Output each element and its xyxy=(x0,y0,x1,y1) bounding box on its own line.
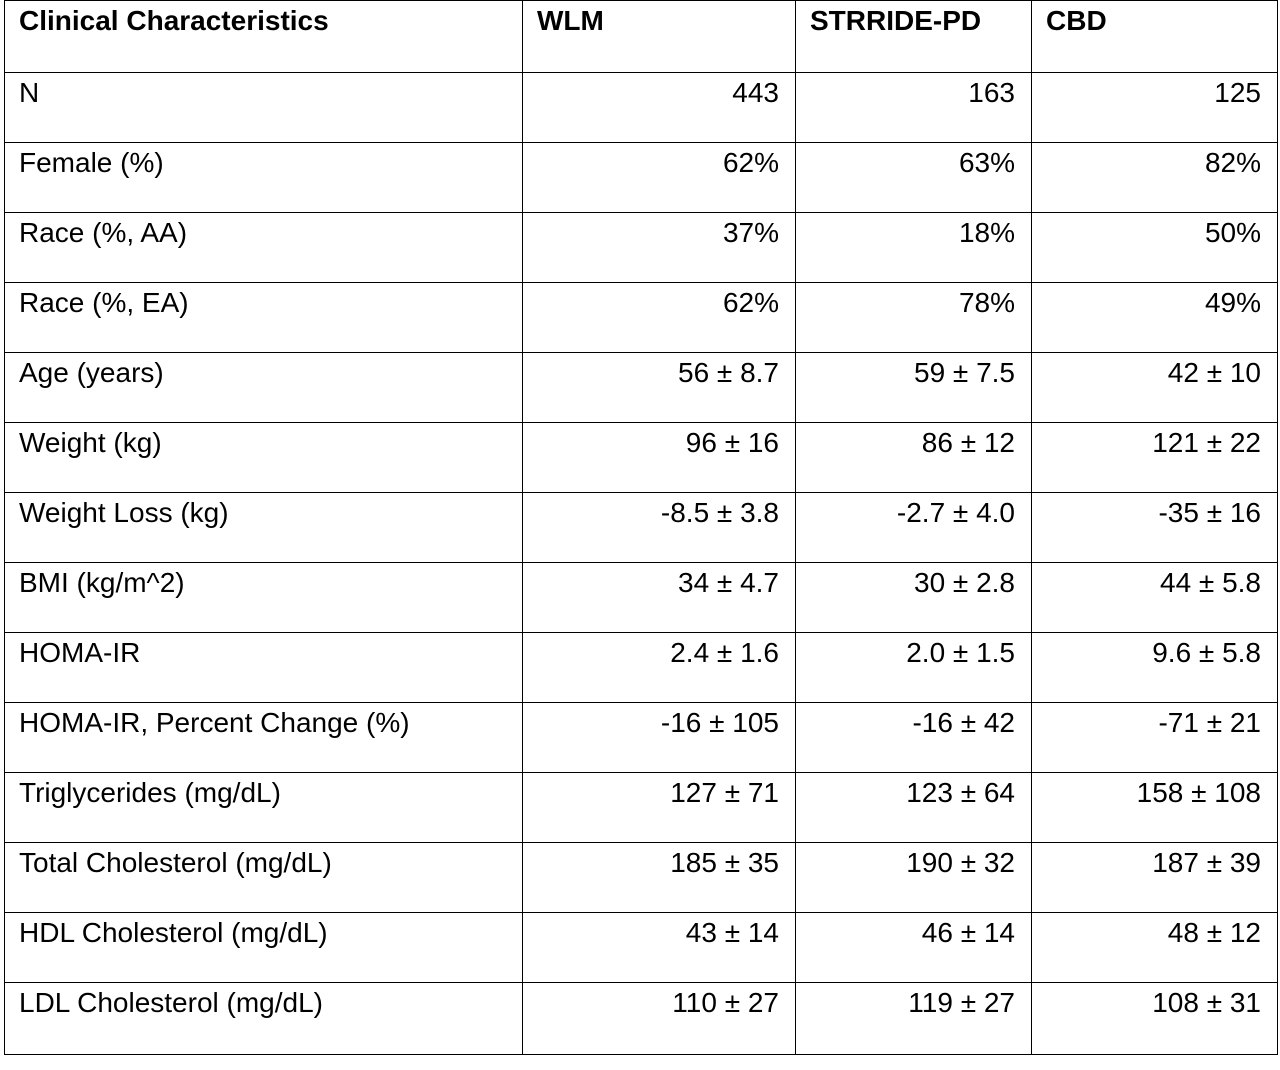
cell-cbd: 158 ± 108 xyxy=(1031,772,1278,843)
row-label: BMI (kg/m^2) xyxy=(4,562,523,633)
cell-wlm: 56 ± 8.7 xyxy=(522,352,796,423)
cell-wlm: 96 ± 16 xyxy=(522,422,796,493)
row-label: Weight (kg) xyxy=(4,422,523,493)
cell-wlm: -16 ± 105 xyxy=(522,702,796,773)
cell-wlm: 43 ± 14 xyxy=(522,912,796,983)
table-row: HOMA-IR, Percent Change (%) -16 ± 105 -1… xyxy=(4,702,1278,773)
row-label: Female (%) xyxy=(4,142,523,213)
table-row: Female (%) 62% 63% 82% xyxy=(4,142,1278,213)
row-label: HOMA-IR xyxy=(4,632,523,703)
row-label: HDL Cholesterol (mg/dL) xyxy=(4,912,523,983)
cell-wlm: 62% xyxy=(522,282,796,353)
cell-wlm: 110 ± 27 xyxy=(522,982,796,1055)
table-row: Weight (kg) 96 ± 16 86 ± 12 121 ± 22 xyxy=(4,422,1278,493)
cell-strride-pd: 119 ± 27 xyxy=(795,982,1032,1055)
table-row: Total Cholesterol (mg/dL) 185 ± 35 190 ±… xyxy=(4,842,1278,913)
cell-cbd: 44 ± 5.8 xyxy=(1031,562,1278,633)
cell-strride-pd: 190 ± 32 xyxy=(795,842,1032,913)
header-cbd: CBD xyxy=(1031,0,1278,73)
cell-strride-pd: 59 ± 7.5 xyxy=(795,352,1032,423)
cell-strride-pd: 86 ± 12 xyxy=(795,422,1032,493)
cell-cbd: 9.6 ± 5.8 xyxy=(1031,632,1278,703)
table-row: HDL Cholesterol (mg/dL) 43 ± 14 46 ± 14 … xyxy=(4,912,1278,983)
header-wlm: WLM xyxy=(522,0,796,73)
row-label: Race (%, EA) xyxy=(4,282,523,353)
cell-strride-pd: 46 ± 14 xyxy=(795,912,1032,983)
table-row: N 443 163 125 xyxy=(4,72,1278,143)
cell-cbd: 48 ± 12 xyxy=(1031,912,1278,983)
cell-cbd: 82% xyxy=(1031,142,1278,213)
cell-strride-pd: 78% xyxy=(795,282,1032,353)
header-strride-pd: STRRIDE-PD xyxy=(795,0,1032,73)
cell-strride-pd: 30 ± 2.8 xyxy=(795,562,1032,633)
cell-strride-pd: 163 xyxy=(795,72,1032,143)
cell-strride-pd: 2.0 ± 1.5 xyxy=(795,632,1032,703)
cell-wlm: 2.4 ± 1.6 xyxy=(522,632,796,703)
row-label: HOMA-IR, Percent Change (%) xyxy=(4,702,523,773)
cell-strride-pd: -2.7 ± 4.0 xyxy=(795,492,1032,563)
table-row: Race (%, EA) 62% 78% 49% xyxy=(4,282,1278,353)
cell-wlm: 185 ± 35 xyxy=(522,842,796,913)
table-row: BMI (kg/m^2) 34 ± 4.7 30 ± 2.8 44 ± 5.8 xyxy=(4,562,1278,633)
cell-cbd: 121 ± 22 xyxy=(1031,422,1278,493)
cell-wlm: 127 ± 71 xyxy=(522,772,796,843)
cell-wlm: 62% xyxy=(522,142,796,213)
cell-strride-pd: 63% xyxy=(795,142,1032,213)
row-label: LDL Cholesterol (mg/dL) xyxy=(4,982,523,1055)
row-label: N xyxy=(4,72,523,143)
header-clinical-characteristics: Clinical Characteristics xyxy=(4,0,523,73)
table-row: Race (%, AA) 37% 18% 50% xyxy=(4,212,1278,283)
cell-cbd: -71 ± 21 xyxy=(1031,702,1278,773)
cell-cbd: 108 ± 31 xyxy=(1031,982,1278,1055)
cell-strride-pd: -16 ± 42 xyxy=(795,702,1032,773)
table-row: HOMA-IR 2.4 ± 1.6 2.0 ± 1.5 9.6 ± 5.8 xyxy=(4,632,1278,703)
cell-strride-pd: 18% xyxy=(795,212,1032,283)
row-label: Weight Loss (kg) xyxy=(4,492,523,563)
cell-cbd: 49% xyxy=(1031,282,1278,353)
table-header-row: Clinical Characteristics WLM STRRIDE-PD … xyxy=(4,0,1278,73)
cell-cbd: 50% xyxy=(1031,212,1278,283)
cell-cbd: -35 ± 16 xyxy=(1031,492,1278,563)
cell-cbd: 42 ± 10 xyxy=(1031,352,1278,423)
cell-strride-pd: 123 ± 64 xyxy=(795,772,1032,843)
cell-wlm: 37% xyxy=(522,212,796,283)
row-label: Triglycerides (mg/dL) xyxy=(4,772,523,843)
row-label: Race (%, AA) xyxy=(4,212,523,283)
table-row: LDL Cholesterol (mg/dL) 110 ± 27 119 ± 2… xyxy=(4,982,1278,1055)
cell-wlm: 443 xyxy=(522,72,796,143)
cell-wlm: -8.5 ± 3.8 xyxy=(522,492,796,563)
row-label: Age (years) xyxy=(4,352,523,423)
cell-wlm: 34 ± 4.7 xyxy=(522,562,796,633)
table-row: Age (years) 56 ± 8.7 59 ± 7.5 42 ± 10 xyxy=(4,352,1278,423)
table-row: Weight Loss (kg) -8.5 ± 3.8 -2.7 ± 4.0 -… xyxy=(4,492,1278,563)
row-label: Total Cholesterol (mg/dL) xyxy=(4,842,523,913)
table-row: Triglycerides (mg/dL) 127 ± 71 123 ± 64 … xyxy=(4,772,1278,843)
cell-cbd: 187 ± 39 xyxy=(1031,842,1278,913)
clinical-characteristics-table: Clinical Characteristics WLM STRRIDE-PD … xyxy=(4,0,1278,1055)
cell-cbd: 125 xyxy=(1031,72,1278,143)
